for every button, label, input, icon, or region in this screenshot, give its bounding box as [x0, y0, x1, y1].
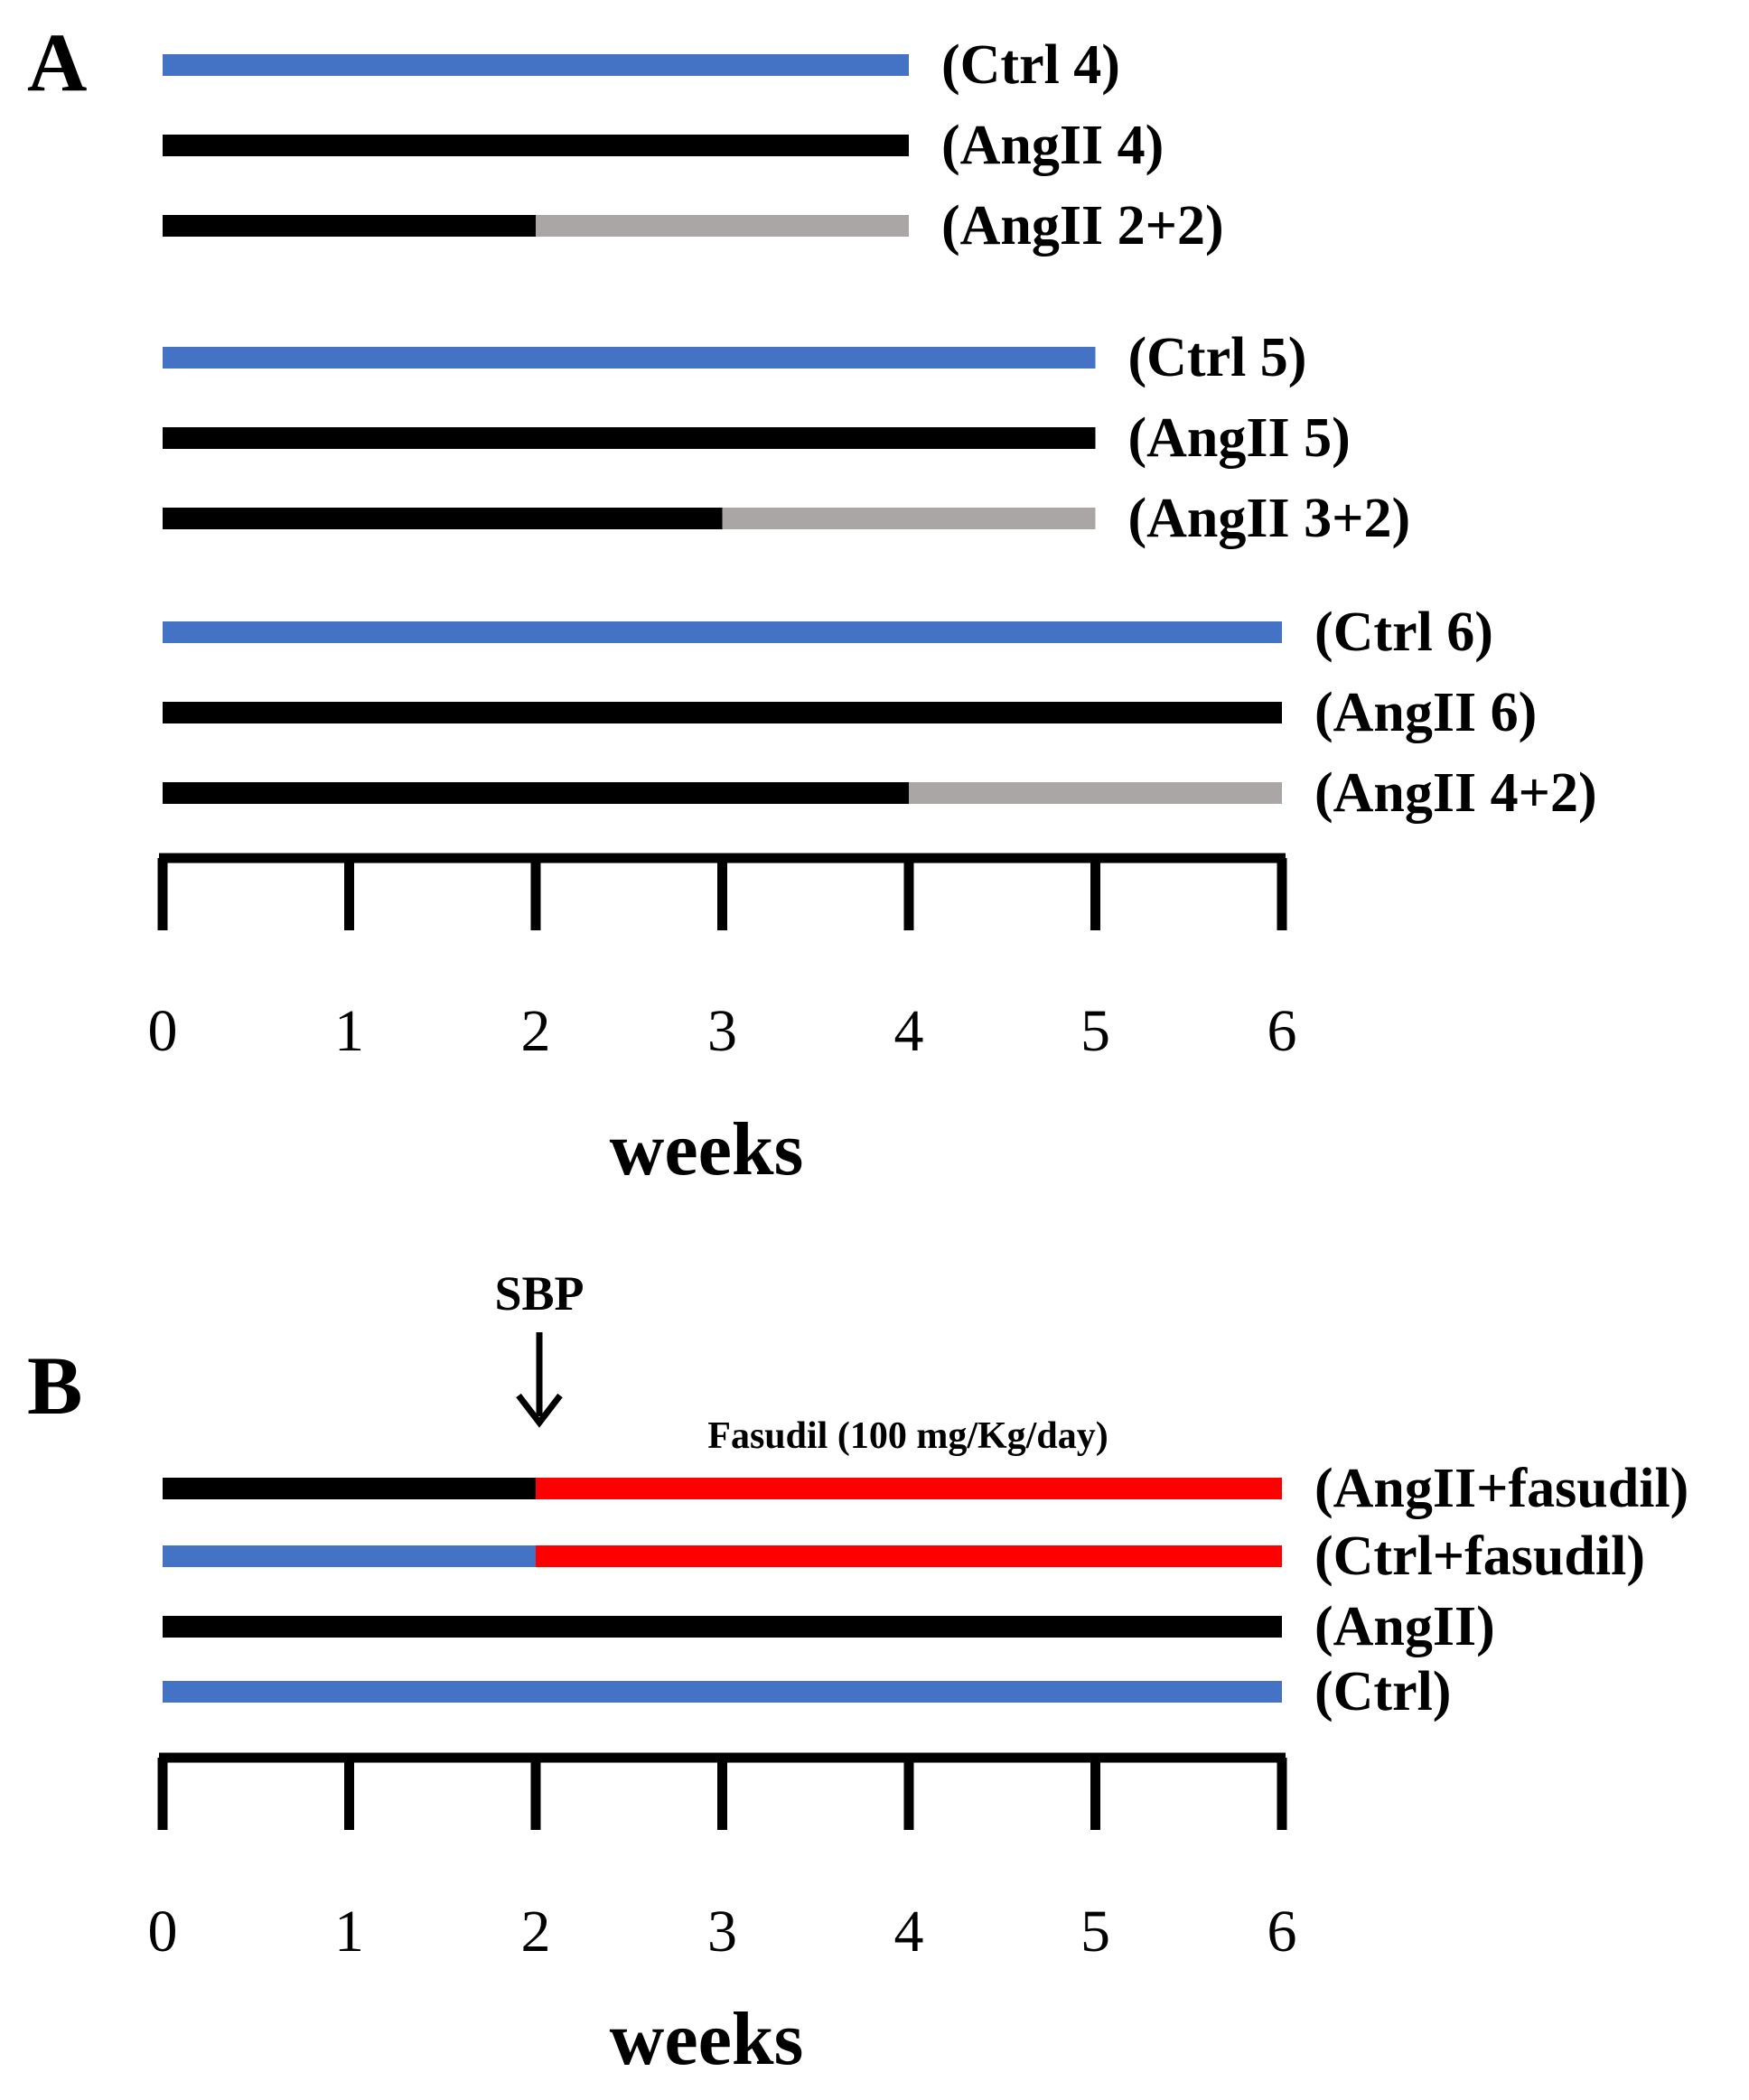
panel-a-axis: 0 1 2 3 4 5 6	[148, 853, 1297, 1064]
tick-label: 4	[894, 1899, 924, 1965]
timeline-row: (AngII+fasudil)	[163, 1458, 1688, 1519]
timeline-row: (Ctrl 4)	[163, 34, 1120, 96]
panel-b-bars: (AngII+fasudil) (Ctrl+fasudil) (AngII)(Ctr…	[163, 1458, 1688, 1722]
panel-a-axis-title: weeks	[610, 1107, 804, 1191]
panel-b-letter: B	[27, 1339, 82, 1432]
control-segment	[163, 621, 1282, 643]
tick-label: 3	[707, 1899, 737, 1965]
row-label: (AngII)	[1314, 1596, 1495, 1657]
panel-b: B SBP Fasudil (100 mg/Kg/day) (AngII+fas…	[27, 1266, 1688, 2081]
angii-segment	[163, 215, 536, 237]
row-label: (AngII 4)	[941, 115, 1164, 176]
angii-segment	[163, 1478, 536, 1499]
timeline-row: (AngII 4)	[163, 115, 1164, 176]
angii-segment	[163, 782, 909, 804]
timeline-row: (AngII 6)	[163, 682, 1537, 743]
panel-a-letter: A	[27, 16, 87, 108]
fasudil-dose-label: Fasudil (100 mg/Kg/day)	[707, 1415, 1108, 1457]
row-label: (Ctrl+fasudil)	[1314, 1526, 1645, 1587]
angii-segment	[163, 427, 1096, 449]
fasudil-segment	[536, 1545, 1282, 1567]
timeline-row: (Ctrl+fasudil)	[163, 1526, 1645, 1587]
row-label: (Ctrl 4)	[941, 34, 1120, 96]
panel-b-axis: 0 1 2 3 4 5 6	[148, 1752, 1297, 1965]
control-segment	[163, 1545, 536, 1567]
timeline-row: (AngII 5)	[163, 407, 1351, 469]
tick-label: 1	[334, 1899, 364, 1965]
fasudil-segment	[536, 1478, 1282, 1499]
row-label: (Ctrl 6)	[1314, 602, 1493, 663]
row-label: (AngII 5)	[1128, 407, 1351, 469]
tick-label: 1	[334, 998, 364, 1064]
tick-label: 5	[1080, 998, 1110, 1064]
tick-label: 2	[521, 1899, 551, 1965]
tick-label: 0	[148, 998, 178, 1064]
timeline-row: (Ctrl 5)	[163, 327, 1306, 388]
recovery-segment	[722, 508, 1096, 529]
row-label: (AngII 6)	[1314, 682, 1537, 743]
row-label: (Ctrl)	[1314, 1661, 1451, 1722]
row-label: (Ctrl 5)	[1128, 327, 1307, 388]
tick-label: 0	[148, 1899, 178, 1965]
angii-segment	[163, 1616, 1282, 1638]
control-segment	[163, 347, 1096, 369]
panel-b-axis-title: weeks	[610, 1997, 804, 2081]
timeline-row: (AngII)	[163, 1596, 1495, 1657]
angii-segment	[163, 702, 1282, 723]
sbp-arrow-icon	[516, 1332, 563, 1428]
tick-label: 6	[1267, 998, 1297, 1064]
row-label: (AngII 2+2)	[941, 195, 1224, 257]
timeline-row: (Ctrl)	[163, 1661, 1451, 1722]
panel-a-bars: (Ctrl 4) (AngII 4) (AngII 2+2) (Ctrl 5) (Ang…	[163, 34, 1597, 824]
timeline-row: (Ctrl 6)	[163, 602, 1493, 663]
timeline-row: (AngII 4+2)	[163, 762, 1597, 824]
control-segment	[163, 1681, 1282, 1703]
tick-label: 3	[707, 998, 737, 1064]
sbp-marker-label: SBP	[494, 1266, 584, 1321]
row-label: (AngII 4+2)	[1314, 762, 1597, 824]
angii-segment	[163, 135, 909, 156]
recovery-segment	[909, 782, 1282, 804]
angii-segment	[163, 508, 723, 529]
tick-label: 5	[1080, 1899, 1110, 1965]
panel-a: A (Ctrl 4) (AngII 4) (AngII 2+2) (Ctrl 5) (A…	[27, 16, 1597, 1191]
row-label: (AngII 3+2)	[1128, 488, 1411, 549]
timeline-row: (AngII 3+2)	[163, 488, 1410, 549]
recovery-segment	[536, 215, 909, 237]
control-segment	[163, 54, 909, 76]
tick-label: 4	[894, 998, 924, 1064]
timeline-row: (AngII 2+2)	[163, 195, 1224, 257]
tick-label: 2	[521, 998, 551, 1064]
row-label: (AngII+fasudil)	[1314, 1458, 1688, 1519]
tick-label: 6	[1267, 1899, 1297, 1965]
